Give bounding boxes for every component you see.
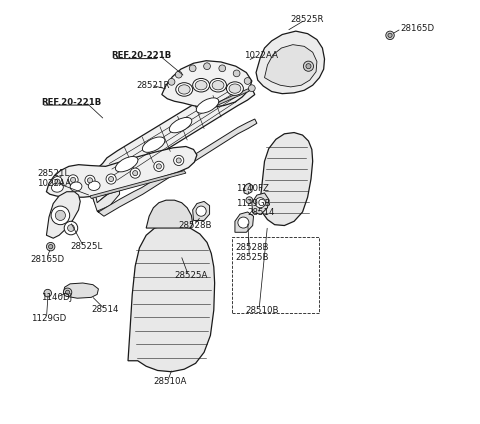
Text: 28525R: 28525R <box>291 15 324 24</box>
Text: 1140FZ: 1140FZ <box>236 184 269 193</box>
Circle shape <box>156 164 161 169</box>
Circle shape <box>168 78 175 85</box>
Ellipse shape <box>143 137 165 152</box>
Polygon shape <box>63 283 98 298</box>
Polygon shape <box>235 212 253 232</box>
Circle shape <box>55 179 60 184</box>
Text: 28525L: 28525L <box>70 242 102 251</box>
Ellipse shape <box>212 81 224 90</box>
Circle shape <box>68 175 78 185</box>
Polygon shape <box>128 226 215 372</box>
Text: 28525B: 28525B <box>236 253 269 262</box>
Ellipse shape <box>192 78 210 92</box>
Ellipse shape <box>229 84 241 93</box>
Text: 28525A: 28525A <box>175 271 208 280</box>
Polygon shape <box>162 61 252 107</box>
Circle shape <box>68 225 74 232</box>
Text: 28514: 28514 <box>248 208 275 218</box>
Polygon shape <box>264 45 317 87</box>
Circle shape <box>175 71 182 78</box>
Ellipse shape <box>195 81 207 90</box>
Ellipse shape <box>210 78 227 92</box>
Circle shape <box>303 61 313 71</box>
Circle shape <box>204 63 210 70</box>
Circle shape <box>130 168 140 178</box>
Text: 28165D: 28165D <box>31 255 65 264</box>
Circle shape <box>189 65 196 72</box>
Ellipse shape <box>51 183 63 192</box>
Circle shape <box>174 155 184 165</box>
Circle shape <box>388 33 392 37</box>
Text: 28165D: 28165D <box>401 24 435 33</box>
Text: 1129GD: 1129GD <box>31 314 66 323</box>
Polygon shape <box>256 31 324 94</box>
Circle shape <box>55 210 65 220</box>
Circle shape <box>63 288 72 296</box>
Text: 28528B: 28528B <box>179 221 212 230</box>
Circle shape <box>71 177 76 182</box>
Circle shape <box>244 78 251 84</box>
Ellipse shape <box>70 182 82 191</box>
Polygon shape <box>97 119 257 216</box>
Ellipse shape <box>196 98 219 113</box>
Text: REF.20-221B: REF.20-221B <box>111 51 171 60</box>
Polygon shape <box>260 133 312 226</box>
Circle shape <box>85 175 95 185</box>
Polygon shape <box>210 89 249 108</box>
Circle shape <box>44 289 51 297</box>
Circle shape <box>246 197 252 204</box>
Circle shape <box>154 161 164 171</box>
Ellipse shape <box>116 156 138 172</box>
Circle shape <box>52 176 62 187</box>
Circle shape <box>306 64 311 69</box>
Polygon shape <box>87 85 255 204</box>
Polygon shape <box>146 200 192 228</box>
Circle shape <box>233 70 240 77</box>
Text: 28510B: 28510B <box>245 306 278 315</box>
Circle shape <box>176 158 181 163</box>
Circle shape <box>249 85 255 92</box>
Text: REF.20-221B: REF.20-221B <box>41 98 102 106</box>
Polygon shape <box>47 192 80 238</box>
Circle shape <box>65 290 70 294</box>
Circle shape <box>386 31 394 39</box>
Text: 28510A: 28510A <box>154 377 187 386</box>
Circle shape <box>47 243 55 251</box>
Ellipse shape <box>227 82 243 95</box>
Ellipse shape <box>178 85 190 94</box>
Circle shape <box>87 178 93 183</box>
Polygon shape <box>252 193 269 214</box>
Polygon shape <box>90 170 186 198</box>
Polygon shape <box>243 183 252 194</box>
Ellipse shape <box>88 181 100 190</box>
Ellipse shape <box>176 83 192 96</box>
Polygon shape <box>47 147 197 197</box>
Text: 1022AA: 1022AA <box>244 51 278 60</box>
Polygon shape <box>87 174 120 211</box>
Polygon shape <box>192 201 210 220</box>
Circle shape <box>238 217 249 228</box>
Circle shape <box>255 198 265 208</box>
Circle shape <box>106 174 116 184</box>
Text: 28521L: 28521L <box>37 170 70 179</box>
Circle shape <box>64 221 78 235</box>
Text: 1022AA: 1022AA <box>37 179 71 188</box>
Circle shape <box>51 206 70 225</box>
Circle shape <box>132 170 138 176</box>
Circle shape <box>48 245 53 249</box>
Text: 1129GB: 1129GB <box>236 199 270 208</box>
Bar <box>232 237 319 312</box>
Ellipse shape <box>169 117 192 133</box>
Circle shape <box>219 65 226 72</box>
Text: 28528B: 28528B <box>236 243 269 252</box>
Text: 28521R: 28521R <box>136 81 170 90</box>
Circle shape <box>108 176 114 181</box>
Text: 1140DJ: 1140DJ <box>41 293 72 302</box>
Text: 28514: 28514 <box>91 305 119 314</box>
Circle shape <box>196 206 206 216</box>
